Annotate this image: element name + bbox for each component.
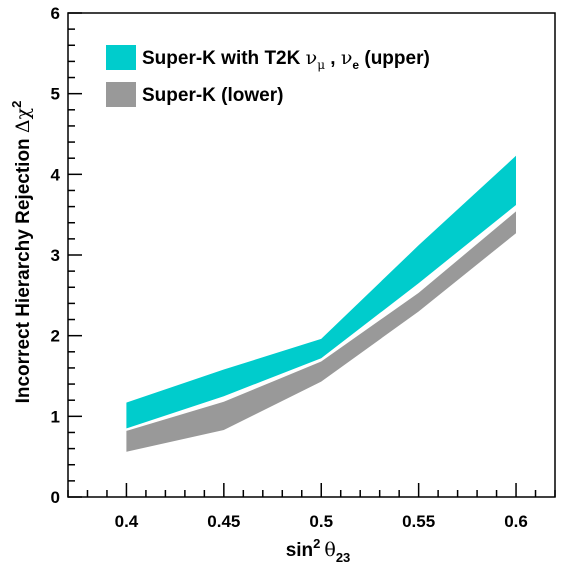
legend-upper-nu2: ν: [341, 47, 353, 69]
band-lower: [126, 211, 517, 452]
legend-upper-sep: ,: [325, 48, 341, 69]
y-axis-title-sup: 2: [9, 101, 24, 108]
y-tick-label: 4: [51, 165, 61, 184]
bands: [126, 155, 517, 452]
legend-upper-sub2: e: [352, 58, 359, 72]
y-tick-label: 5: [51, 85, 60, 104]
x-axis-title: sin2 θ23: [286, 536, 351, 565]
y-tick-label: 0: [51, 488, 60, 507]
legend: Super-K with T2K νμ , νe (upper) Super-K…: [106, 45, 430, 107]
x-tick-label: 0.5: [309, 512, 333, 531]
x-axis-title-symbol: θ: [324, 539, 335, 561]
x-tick-label: 0.55: [402, 512, 435, 531]
y-tick-label: 3: [51, 246, 60, 265]
legend-label-upper: Super-K with T2K νμ , νe (upper): [142, 47, 430, 72]
x-axis-title-sub: 23: [336, 550, 350, 565]
legend-upper-prefix: Super-K with T2K: [142, 48, 306, 69]
band-upper: [126, 155, 517, 429]
x-axis-title-prefix: sin: [286, 540, 313, 561]
legend-upper-sub1: μ: [317, 58, 325, 72]
y-tick-label: 6: [51, 4, 60, 23]
x-ticks: 0.4 0.45 0.5 0.55 0.6: [67, 483, 556, 531]
x-axis-title-sup: 2: [313, 536, 320, 551]
y-axis-title-symbol: Δχ: [12, 107, 34, 133]
y-axis-title: Incorrect Hierarchy Rejection Δχ2: [9, 101, 34, 404]
legend-upper-nu1: ν: [306, 47, 318, 69]
y-axis-title-text: Incorrect Hierarchy Rejection: [13, 133, 34, 403]
y-tick-label: 1: [51, 407, 60, 426]
y-tick-label: 2: [51, 327, 60, 346]
x-tick-label: 0.4: [115, 512, 139, 531]
legend-lower-prefix: Super-K (lower): [142, 85, 283, 106]
legend-upper-suffix: (upper): [359, 48, 430, 69]
y-ticks: 0 1 2 3 4 5 6: [51, 4, 82, 507]
x-tick-label: 0.45: [207, 512, 240, 531]
legend-swatch-lower: [106, 82, 136, 107]
x-tick-label: 0.6: [504, 512, 528, 531]
legend-swatch-upper: [106, 45, 136, 70]
legend-label-lower: Super-K (lower): [142, 85, 283, 106]
